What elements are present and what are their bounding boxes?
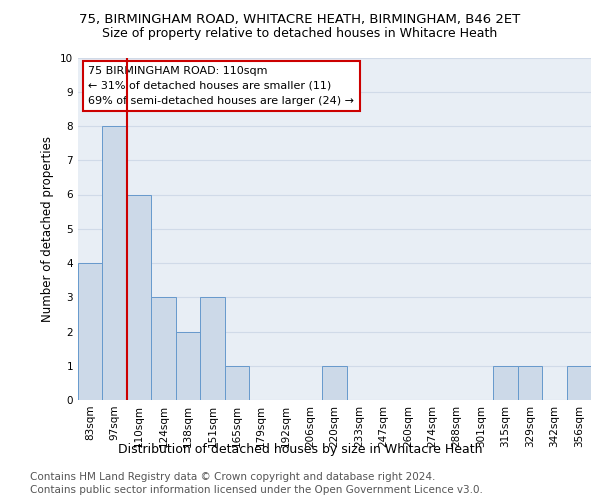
Bar xyxy=(518,366,542,400)
Bar xyxy=(493,366,518,400)
Text: 75 BIRMINGHAM ROAD: 110sqm
← 31% of detached houses are smaller (11)
69% of semi: 75 BIRMINGHAM ROAD: 110sqm ← 31% of deta… xyxy=(88,66,354,106)
Bar xyxy=(322,366,347,400)
Text: Contains HM Land Registry data © Crown copyright and database right 2024.: Contains HM Land Registry data © Crown c… xyxy=(30,472,436,482)
Text: Distribution of detached houses by size in Whitacre Heath: Distribution of detached houses by size … xyxy=(118,442,482,456)
Bar xyxy=(566,366,591,400)
Bar xyxy=(151,297,176,400)
Text: Size of property relative to detached houses in Whitacre Heath: Size of property relative to detached ho… xyxy=(103,28,497,40)
Bar xyxy=(176,332,200,400)
Bar xyxy=(224,366,249,400)
Bar xyxy=(78,263,103,400)
Y-axis label: Number of detached properties: Number of detached properties xyxy=(41,136,55,322)
Text: 75, BIRMINGHAM ROAD, WHITACRE HEATH, BIRMINGHAM, B46 2ET: 75, BIRMINGHAM ROAD, WHITACRE HEATH, BIR… xyxy=(79,12,521,26)
Text: Contains public sector information licensed under the Open Government Licence v3: Contains public sector information licen… xyxy=(30,485,483,495)
Bar xyxy=(127,194,151,400)
Bar xyxy=(103,126,127,400)
Bar xyxy=(200,297,224,400)
